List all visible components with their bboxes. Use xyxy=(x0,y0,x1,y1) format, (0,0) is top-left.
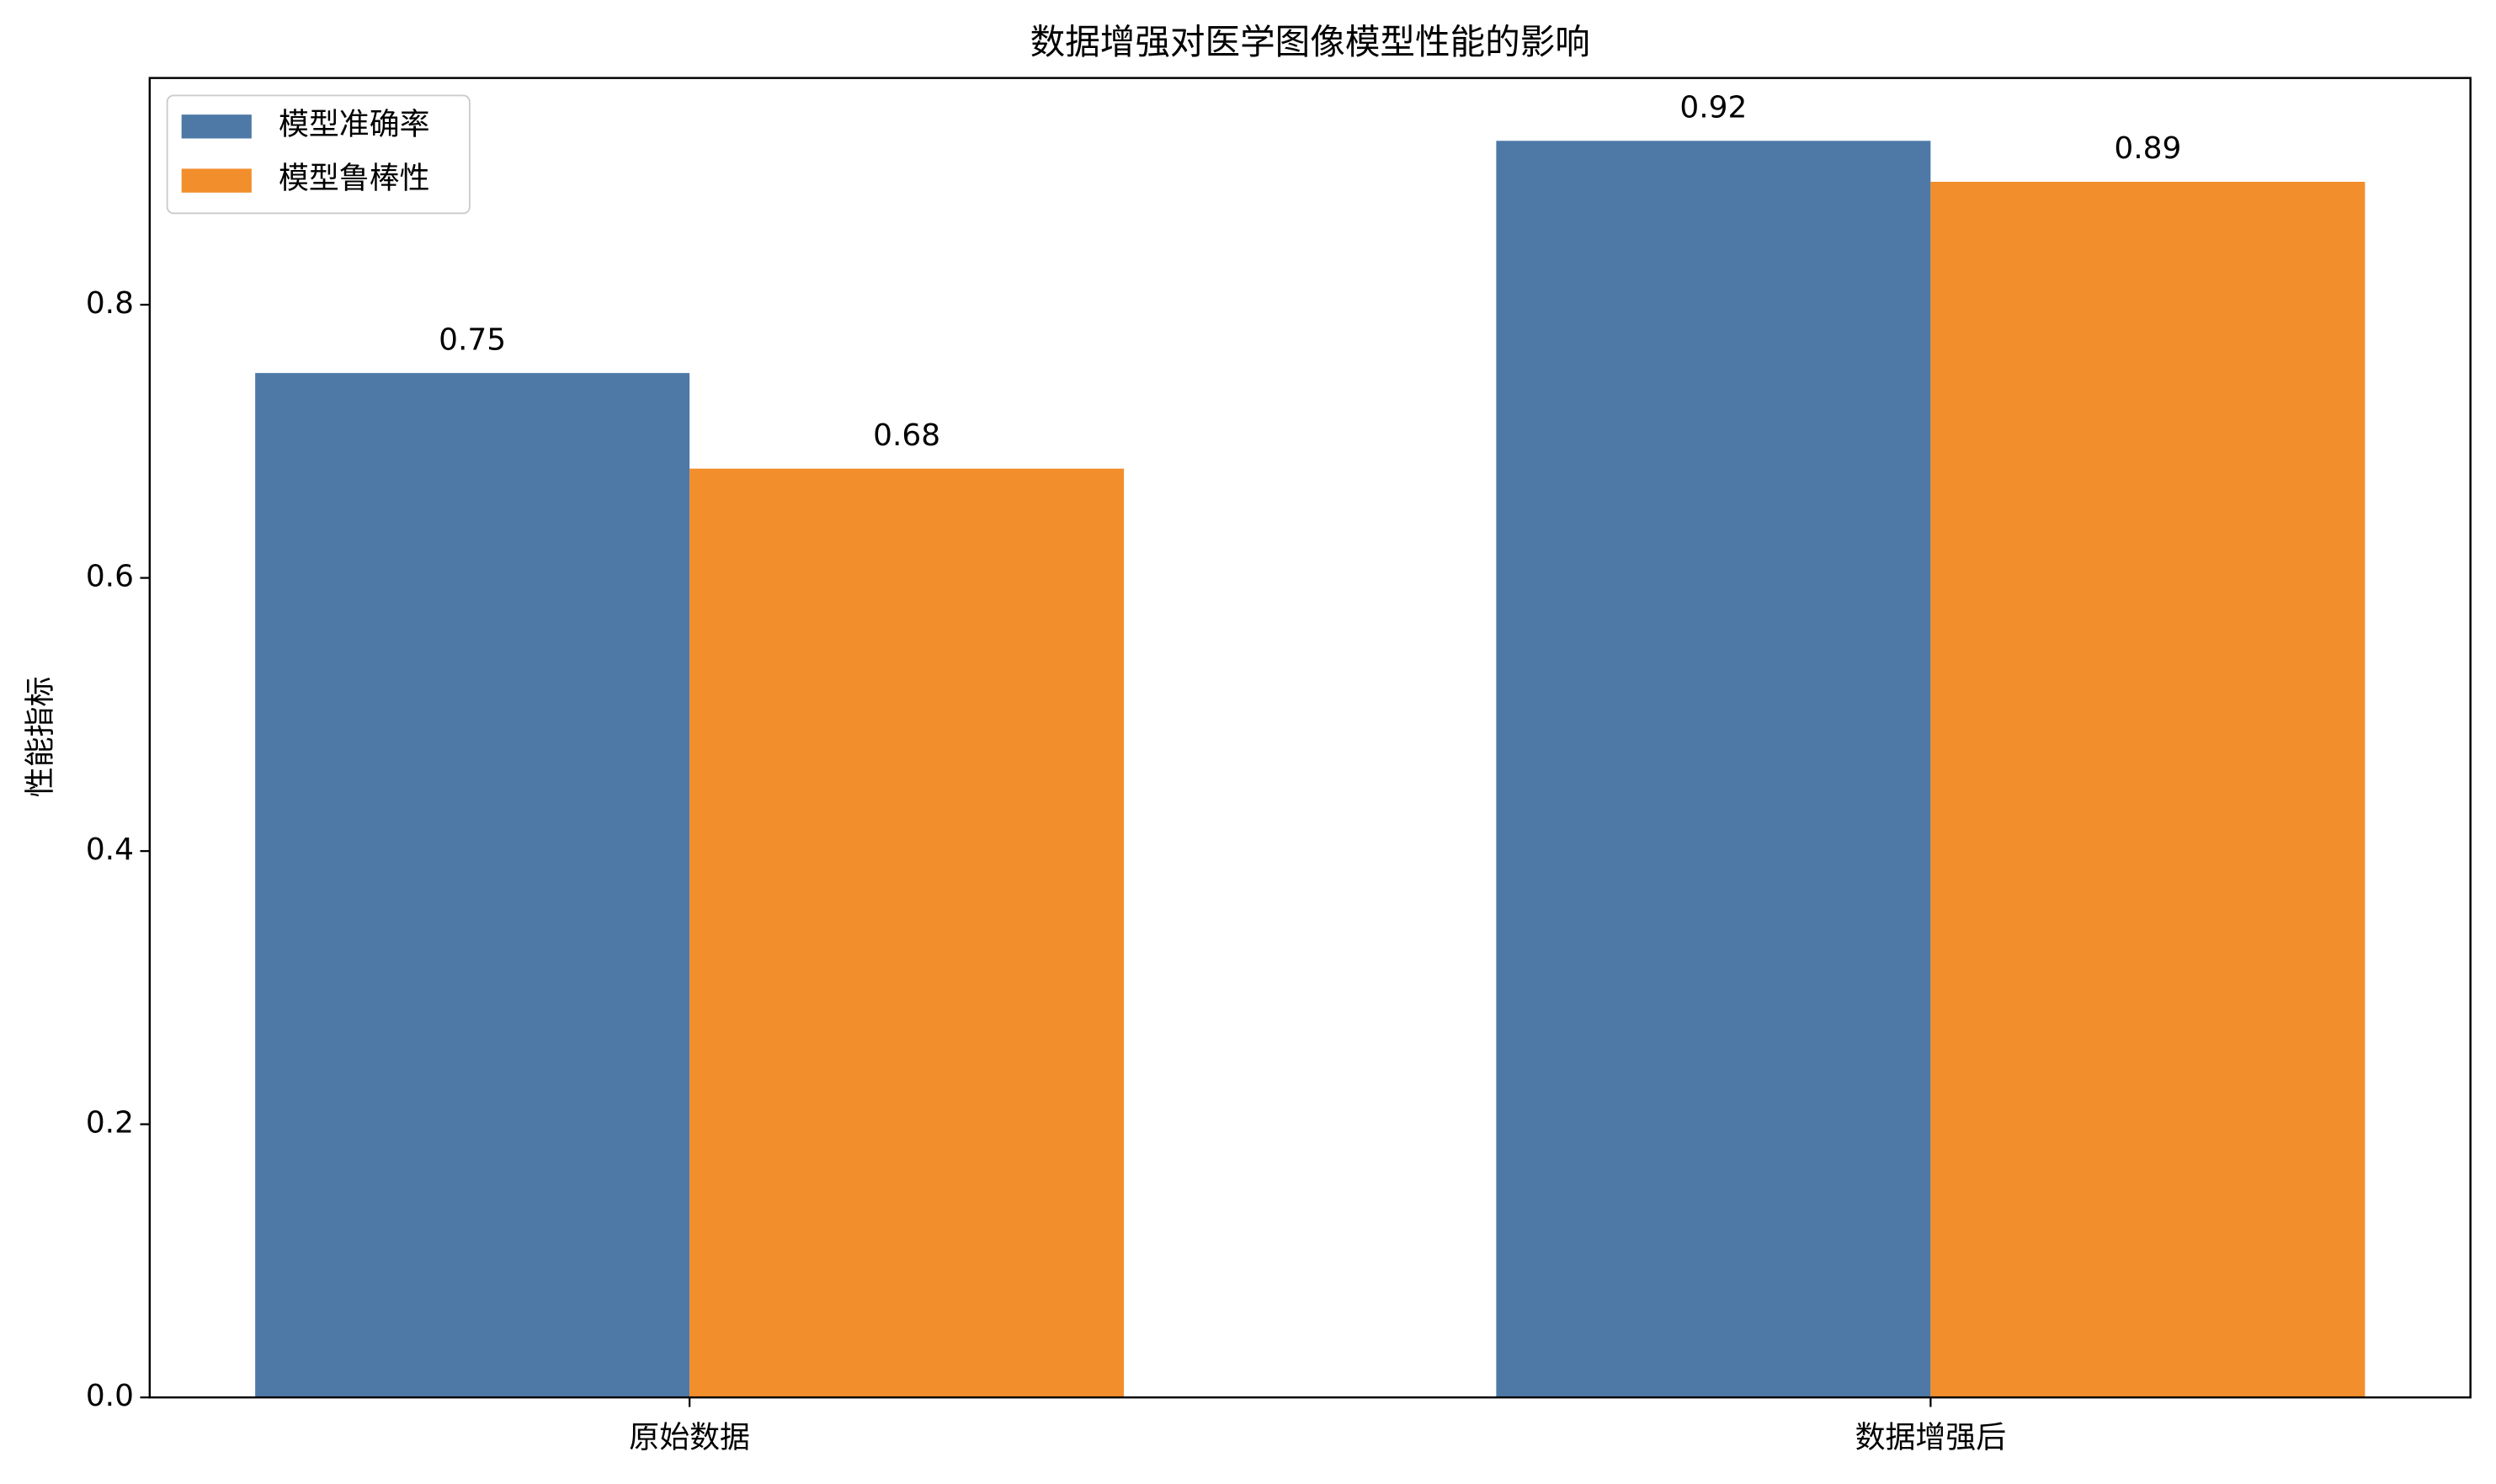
bar xyxy=(1496,141,1931,1398)
y-tick-label: 0.8 xyxy=(86,286,134,321)
data-label: 0.89 xyxy=(2114,131,2181,166)
y-tick-label: 0.6 xyxy=(86,560,134,594)
bar xyxy=(1930,181,2366,1398)
y-axis-label: 性能指标 xyxy=(23,677,57,798)
x-tick-label: 原始数据 xyxy=(629,1420,750,1455)
y-tick-label: 0.0 xyxy=(86,1379,134,1413)
bar xyxy=(689,468,1125,1398)
y-tick-label: 0.2 xyxy=(86,1106,134,1141)
legend-swatch xyxy=(181,114,252,139)
y-tick-label: 0.4 xyxy=(86,832,134,867)
data-label: 0.75 xyxy=(439,322,506,357)
data-label: 0.68 xyxy=(873,418,940,453)
x-tick-label: 数据增强后 xyxy=(1855,1420,2007,1455)
axes-frame xyxy=(148,77,2472,1399)
chart-title: 数据增强对医学图像模型性能的影响 xyxy=(1030,21,1590,62)
legend-label: 模型准确率 xyxy=(279,107,430,141)
legend-label: 模型鲁棒性 xyxy=(279,162,430,196)
data-label: 0.92 xyxy=(1679,90,1747,125)
bar xyxy=(255,373,690,1398)
legend-swatch xyxy=(181,168,252,193)
plot-area: 0.0 0.2 0.4 0.6 0.8 原始数据 0.75 0.68 数据增强后 0.92 0.89 xyxy=(86,90,2366,1455)
